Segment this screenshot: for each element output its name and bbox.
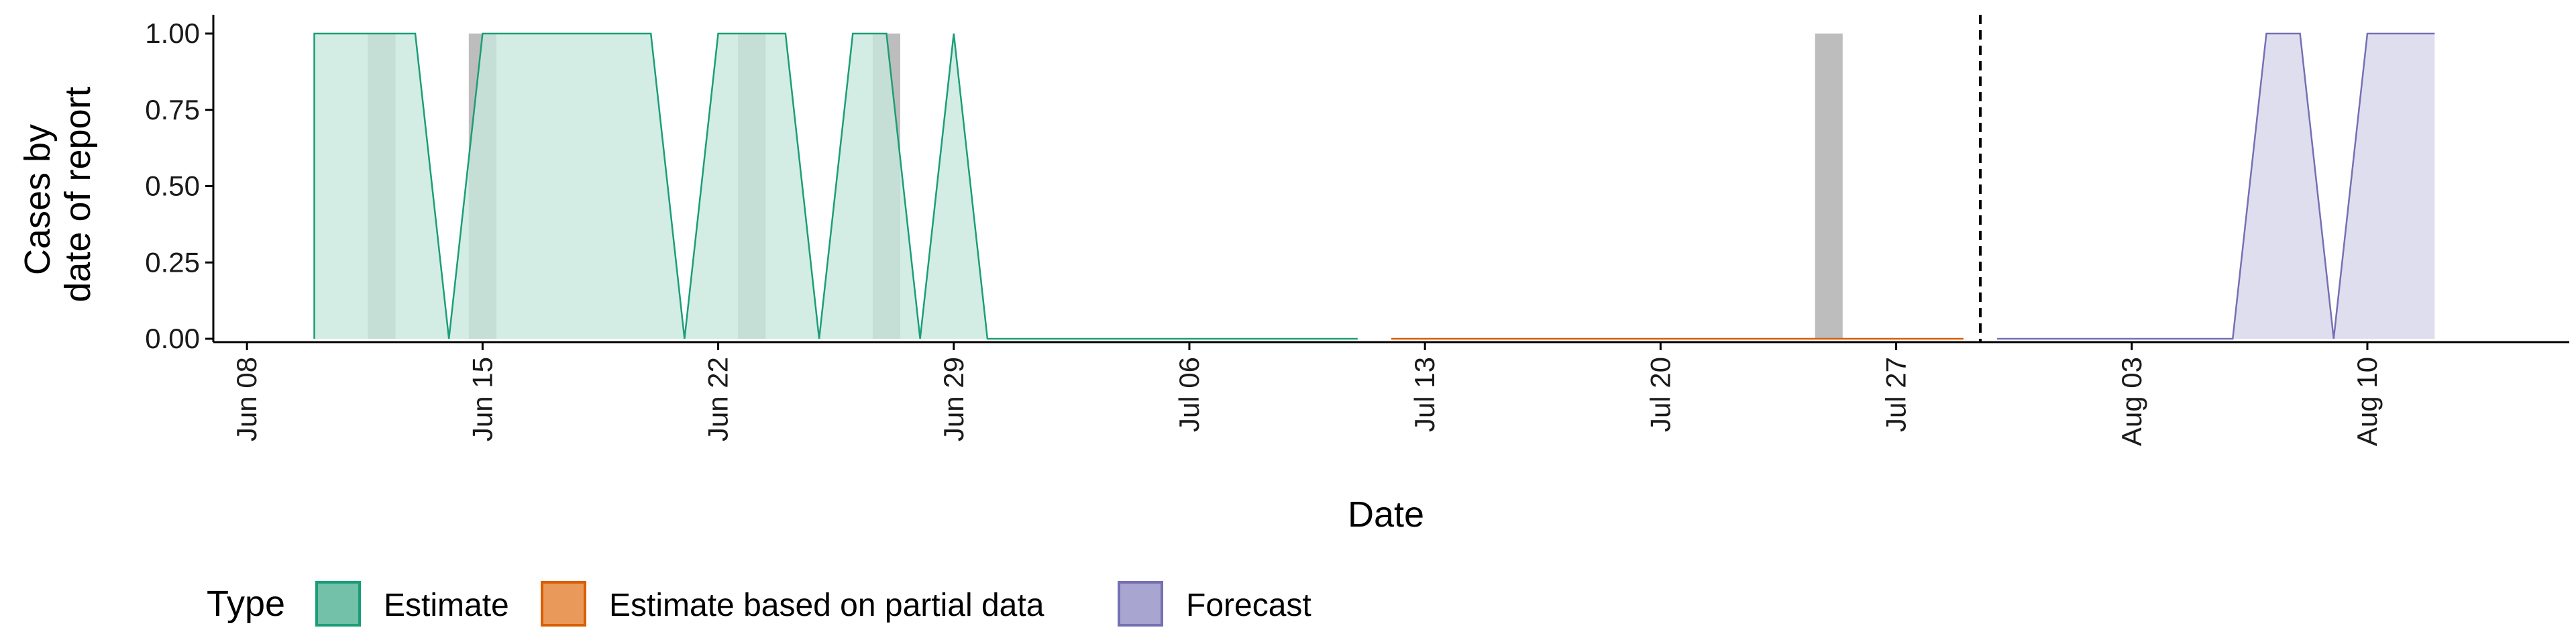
legend-key-1 — [541, 581, 586, 627]
legend-key-0 — [315, 581, 361, 627]
series-area-0 — [314, 34, 1358, 339]
y-axis-title: Cases by date of report — [17, 87, 98, 302]
legend-label-1: Estimate based on partial data — [609, 588, 1044, 623]
legend-label-2: Forecast — [1186, 588, 1311, 623]
x-tick-label-0: Jun 08 — [231, 357, 262, 441]
x-axis: Jun 08 Jun 15 Jun 22 Jun 29 Jul 06 Jul 13 Jul … — [213, 341, 2569, 446]
legend: Type Estimate Estimate based on partial d… — [207, 581, 1311, 627]
y-tick-label-1: 0.25 — [145, 246, 200, 278]
x-tick-label-6: Jul 20 — [1644, 357, 1676, 432]
series-area-2 — [1997, 34, 2435, 339]
x-tick-label-8: Aug 03 — [2116, 357, 2147, 446]
y-tick-label-0: 0.00 — [145, 323, 200, 354]
series-line-2 — [1997, 32, 2435, 340]
observed-bar-4 — [1815, 34, 1843, 339]
legend-label-0: Estimate — [384, 588, 509, 623]
y-axis: 0.00 0.25 0.50 0.75 1.00 — [145, 15, 215, 354]
x-tick-label-4: Jul 06 — [1173, 357, 1205, 432]
x-tick-label-3: Jun 29 — [938, 357, 969, 441]
x-tick-label-9: Aug 10 — [2351, 357, 2383, 446]
y-tick-label-4: 1.00 — [145, 17, 200, 49]
y-axis-title-line-2: date of report — [58, 87, 98, 302]
y-tick-label-2: 0.50 — [145, 170, 200, 202]
x-tick-label-1: Jun 15 — [466, 357, 498, 441]
series-line-0 — [313, 32, 1358, 340]
y-tick-label-3: 0.75 — [145, 94, 200, 125]
x-tick-label-2: Jun 22 — [702, 357, 734, 441]
x-tick-label-7: Jul 27 — [1880, 357, 1912, 432]
series-areas — [313, 32, 2435, 340]
x-tick-label-5: Jul 13 — [1409, 357, 1440, 432]
x-axis-title: Date — [1348, 494, 1424, 535]
legend-key-2 — [1118, 581, 1163, 627]
y-axis-title-line-1: Cases by — [17, 124, 58, 275]
legend-title: Type — [207, 584, 285, 624]
